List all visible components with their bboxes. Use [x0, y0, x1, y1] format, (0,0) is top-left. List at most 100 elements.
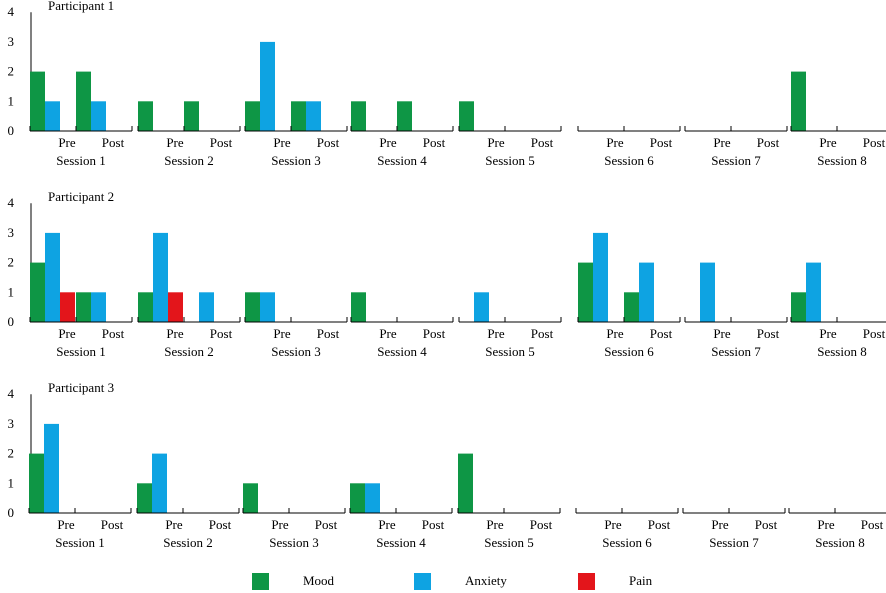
- p1-s7-label-post: Post: [757, 135, 780, 150]
- p1-s2-label: Session 2: [164, 153, 213, 168]
- p3-s3-label: Session 3: [269, 535, 318, 550]
- p1-s3-post-mood-bar: [291, 101, 306, 131]
- p2-s6-post-mood-bar: [624, 292, 639, 322]
- p2-s8-label-pre: Pre: [819, 326, 837, 341]
- p3-s5-label: Session 5: [484, 535, 533, 550]
- p2-ytick-0: 0: [8, 314, 15, 329]
- p3-s8-label: Session 8: [815, 535, 864, 550]
- p1-s5-label-post: Post: [531, 135, 554, 150]
- p3-s5-label-pre: Pre: [486, 517, 504, 532]
- p1-s5-label-pre: Pre: [487, 135, 505, 150]
- p3-s6-label: Session 6: [602, 535, 652, 550]
- p1-s6-label-post: Post: [650, 135, 673, 150]
- p3-s2-label-pre: Pre: [165, 517, 183, 532]
- p3-s8-label-post: Post: [861, 517, 884, 532]
- p2-title: Participant 2: [48, 189, 114, 204]
- p1-title: Participant 1: [48, 0, 114, 13]
- p3-s3-pre-mood-bar: [243, 483, 258, 513]
- p3-s1-label: Session 1: [55, 535, 104, 550]
- p3-s1-label-post: Post: [101, 517, 124, 532]
- p3-s3-label-pre: Pre: [271, 517, 289, 532]
- p2-s4-label: Session 4: [377, 344, 427, 359]
- p1-s1-pre-anxiety-bar: [45, 101, 60, 131]
- p3-title: Participant 3: [48, 380, 114, 395]
- p1-s7-label-pre: Pre: [713, 135, 731, 150]
- p3-s4-pre-anxiety-bar: [365, 483, 380, 513]
- p2-s2-pre-anxiety-bar: [153, 232, 168, 322]
- p1-s2-post-mood-bar: [184, 101, 199, 131]
- p2-s7-label: Session 7: [711, 344, 761, 359]
- p3-s7-label-pre: Pre: [711, 517, 729, 532]
- p2-s6-pre-mood-bar: [578, 262, 593, 322]
- p1-s2-label-pre: Pre: [166, 135, 184, 150]
- p3-s3-label-post: Post: [315, 517, 338, 532]
- p3-s5-label-post: Post: [530, 517, 553, 532]
- p1-ytick-4: 4: [8, 4, 15, 19]
- legend-swatch-anxiety: [414, 572, 431, 590]
- p1-s3-pre-mood-bar: [245, 101, 260, 131]
- p1-s8-label-pre: Pre: [819, 135, 837, 150]
- p2-s8-pre-anxiety-bar: [806, 262, 821, 322]
- p2-ytick-3: 3: [8, 225, 15, 240]
- p3-ytick-3: 3: [8, 416, 15, 431]
- p2-s6-post-anxiety-bar: [639, 262, 654, 322]
- p1-s1-pre-mood-bar: [30, 71, 45, 131]
- p1-s6-label: Session 6: [604, 153, 654, 168]
- p3-s4-label-post: Post: [422, 517, 445, 532]
- p1-ytick-1: 1: [8, 93, 15, 108]
- p1-s4-label-post: Post: [423, 135, 446, 150]
- p1-s4-post-mood-bar: [397, 101, 412, 131]
- p1-s2-pre-mood-bar: [138, 101, 153, 131]
- p3-s8-label-pre: Pre: [817, 517, 835, 532]
- p2-s4-label-post: Post: [423, 326, 446, 341]
- p1-s8-label-post: Post: [863, 135, 886, 150]
- p2-s6-label-post: Post: [650, 326, 673, 341]
- p2-ytick-1: 1: [8, 284, 15, 299]
- p2-s4-pre-mood-bar: [351, 292, 366, 322]
- p1-s2-label-post: Post: [210, 135, 233, 150]
- p2-s2-post-anxiety-bar: [199, 292, 214, 322]
- p1-s8-pre-mood-bar: [791, 71, 806, 131]
- p3-ytick-2: 2: [8, 446, 15, 461]
- p2-s1-label-post: Post: [102, 326, 125, 341]
- p1-s4-label: Session 4: [377, 153, 427, 168]
- p2-s3-label-post: Post: [317, 326, 340, 341]
- p2-ytick-4: 4: [8, 195, 15, 210]
- p3-s2-label: Session 2: [163, 535, 212, 550]
- p1-s5-pre-mood-bar: [459, 101, 474, 131]
- p2-s3-pre-mood-bar: [245, 292, 260, 322]
- p3-s7-label: Session 7: [709, 535, 759, 550]
- p2-s2-label: Session 2: [164, 344, 213, 359]
- p2-s2-label-post: Post: [210, 326, 233, 341]
- p2-s5-label: Session 5: [485, 344, 534, 359]
- p2-s5-label-pre: Pre: [487, 326, 505, 341]
- legend-label-pain: Pain: [629, 573, 653, 588]
- p3-ytick-0: 0: [8, 505, 15, 520]
- p3-s6-label-post: Post: [648, 517, 671, 532]
- legend-anxiety: Anxiety: [414, 571, 507, 591]
- p1-s1-label-pre: Pre: [58, 135, 76, 150]
- p1-s6-label-pre: Pre: [606, 135, 624, 150]
- p2-s7-label-pre: Pre: [713, 326, 731, 341]
- p1-s3-label-pre: Pre: [273, 135, 291, 150]
- p2-s6-label-pre: Pre: [606, 326, 624, 341]
- p2-s6-pre-anxiety-bar: [593, 232, 608, 322]
- p1-s5-label: Session 5: [485, 153, 534, 168]
- p3-s2-label-post: Post: [209, 517, 232, 532]
- p2-s2-pre-mood-bar: [138, 292, 153, 322]
- p3-s1-pre-mood-bar: [29, 453, 44, 513]
- legend-label-anxiety: Anxiety: [465, 573, 507, 588]
- legend-swatch-mood: [252, 572, 269, 590]
- p1-ytick-3: 3: [8, 34, 15, 49]
- p2-s2-label-pre: Pre: [166, 326, 184, 341]
- p2-ytick-2: 2: [8, 255, 15, 270]
- p3-ytick-4: 4: [8, 386, 15, 401]
- p2-s1-label-pre: Pre: [58, 326, 76, 341]
- p3-s4-label: Session 4: [376, 535, 426, 550]
- p1-s4-pre-mood-bar: [351, 101, 366, 131]
- p2-s3-label: Session 3: [271, 344, 320, 359]
- p3-s4-label-pre: Pre: [378, 517, 396, 532]
- p2-s1-post-mood-bar: [76, 292, 91, 322]
- legend-pain: Pain: [578, 571, 652, 591]
